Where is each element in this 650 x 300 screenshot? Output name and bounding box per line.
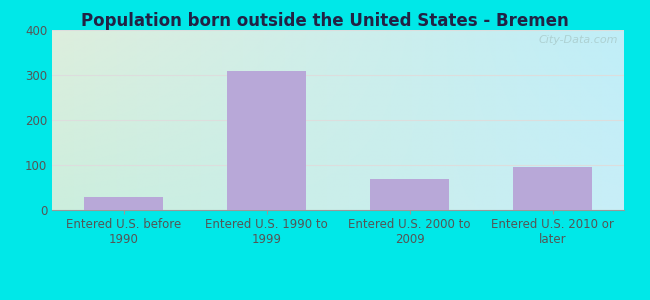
- Text: City-Data.com: City-Data.com: [539, 35, 618, 45]
- Text: Population born outside the United States - Bremen: Population born outside the United State…: [81, 12, 569, 30]
- Bar: [514, 167, 592, 210]
- Bar: [84, 196, 162, 210]
- Bar: [227, 70, 306, 210]
- Bar: [370, 179, 449, 210]
